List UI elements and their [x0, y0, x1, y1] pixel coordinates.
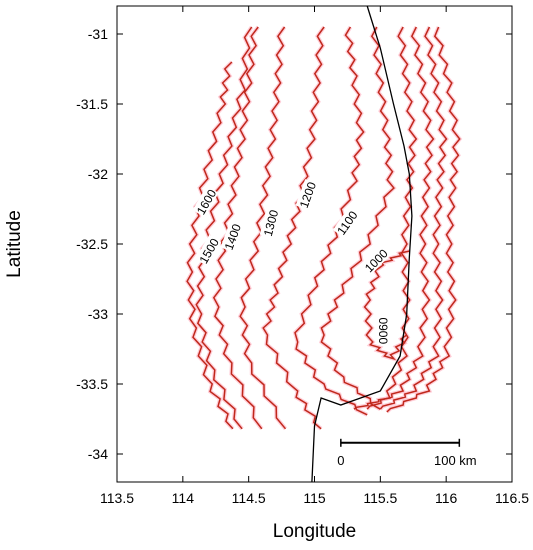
contour-line-unlabeled-8 [353, 26, 418, 410]
contour-label-bg-1400 [220, 221, 244, 253]
contour-label-1300: 1300 [261, 208, 282, 238]
coastline [311, 5, 413, 483]
contour-line-unlabeled-9 [366, 26, 435, 410]
scale-bar-end-label: 100 km [434, 453, 477, 468]
x-tick-label-2: 114.5 [232, 490, 266, 506]
x-tick-label-4: 115.5 [363, 490, 397, 506]
y-tick-label-0: -31 [88, 26, 108, 42]
contour-line-1000 [320, 26, 395, 410]
y-tick-label-5: -33.5 [76, 376, 108, 392]
contour-label-0900: 0900 [376, 317, 390, 344]
contour-label-bg-1000 [360, 245, 391, 275]
coastline-layer [311, 5, 413, 483]
y-tick-label-1: -31.5 [76, 96, 108, 112]
scale-bar-start-label: 0 [337, 453, 344, 468]
contour-line-1500 [195, 26, 253, 430]
contour-line-1600 [186, 61, 234, 430]
x-tick-label-1: 114 [172, 490, 195, 506]
x-axis-title: Longitude [273, 521, 356, 542]
scale-bar: 0 100 km [337, 438, 477, 468]
contour-line-unlabeled-11 [386, 26, 461, 413]
contour-line-1100 [294, 26, 368, 416]
y-axis-title: Latitude [4, 210, 25, 278]
contour-label-bg-1200 [295, 179, 319, 211]
contour-label-bg-1100 [332, 206, 361, 238]
y-tick-label-2: -32 [88, 166, 108, 182]
contour-label-bg-1600 [192, 185, 219, 218]
contour-line-1200 [262, 26, 325, 430]
x-tick-label-3: 115 [303, 490, 326, 506]
contour-label-bg-0900 [376, 316, 391, 345]
contour-line-unlabeled-10 [379, 26, 448, 410]
contour-line-layer [186, 26, 461, 430]
y-tick-label-3: -32.5 [76, 236, 108, 252]
x-tick-label-5: 116 [435, 490, 458, 506]
contour-label-bg-1500 [195, 234, 222, 267]
contour-line-1300 [239, 26, 287, 430]
axes: 113.5 114 114.5 115 115.5 116 116.5 -31 -31.5 -32… [76, 6, 529, 506]
x-tick-label-6: 116.5 [495, 490, 529, 506]
y-tick-label-6: -34 [88, 446, 108, 462]
contour-line-1400 [212, 26, 263, 430]
x-tick-label-0: 113.5 [100, 490, 134, 506]
y-tick-label-4: -33 [88, 306, 108, 322]
